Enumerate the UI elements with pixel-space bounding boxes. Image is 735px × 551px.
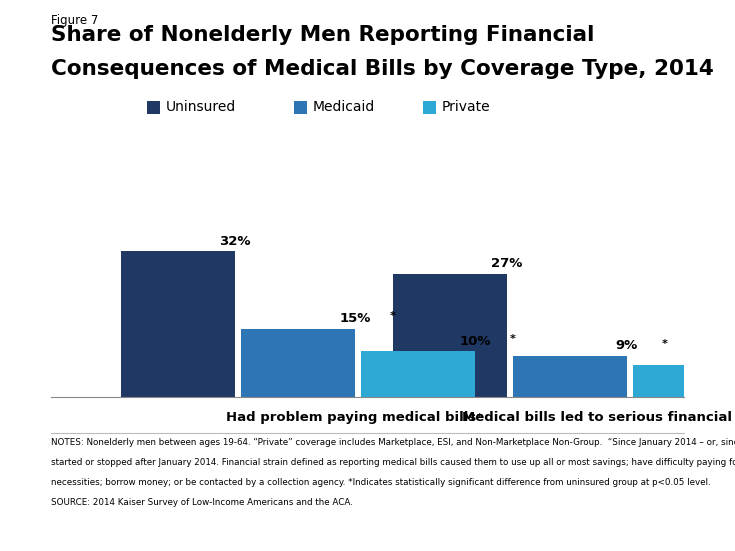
Text: *: * [662,338,667,349]
Bar [633,365,735,397]
Text: THE HENRY J.: THE HENRY J. [644,465,683,470]
Text: 15%: 15% [339,312,370,325]
Text: Uninsured: Uninsured [166,100,237,115]
Bar [121,251,234,397]
Text: KAISER: KAISER [635,480,692,494]
Text: necessities; borrow money; or be contacted by a collection agency. *Indicates st: necessities; borrow money; or be contact… [51,478,711,487]
Text: SOURCE: 2014 Kaiser Survey of Low-Income Americans and the ACA.: SOURCE: 2014 Kaiser Survey of Low-Income… [51,498,354,506]
Text: FOUNDATION: FOUNDATION [643,520,684,525]
Text: 27%: 27% [491,257,523,271]
Bar [241,328,355,397]
Bar [392,274,506,397]
Text: NOTES: Nonelderly men between ages 19-64. “Private” coverage includes Marketplac: NOTES: Nonelderly men between ages 19-64… [51,438,735,447]
Bar [361,352,475,397]
Text: Share of Nonelderly Men Reporting Financial: Share of Nonelderly Men Reporting Financ… [51,25,595,45]
Text: 10%: 10% [459,334,491,348]
Text: *: * [390,311,395,321]
Text: 9%: 9% [615,339,638,352]
Bar [513,356,627,397]
Text: 32%: 32% [219,235,251,247]
Text: Figure 7: Figure 7 [51,14,98,27]
Text: Medicaid: Medicaid [313,100,376,115]
Text: FAMILY: FAMILY [643,501,684,511]
Text: Consequences of Medical Bills by Coverage Type, 2014: Consequences of Medical Bills by Coverag… [51,59,714,79]
Text: Private: Private [442,100,490,115]
Text: *: * [509,334,515,344]
Text: started or stopped after January 2014. Financial strain defined as reporting med: started or stopped after January 2014. F… [51,458,735,467]
